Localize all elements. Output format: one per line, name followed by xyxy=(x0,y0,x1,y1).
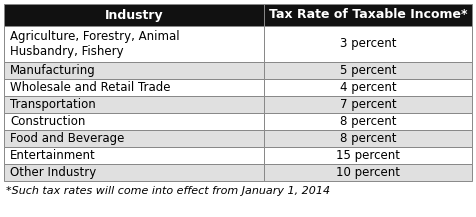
Text: 7 percent: 7 percent xyxy=(339,98,396,111)
Bar xyxy=(264,130,472,147)
Bar xyxy=(4,4,264,26)
Text: Construction: Construction xyxy=(10,115,85,128)
Bar xyxy=(4,164,264,181)
Text: 10 percent: 10 percent xyxy=(336,166,400,179)
Text: Wholesale and Retail Trade: Wholesale and Retail Trade xyxy=(10,81,170,94)
Bar xyxy=(4,130,264,147)
Text: Food and Beverage: Food and Beverage xyxy=(10,132,124,145)
Bar xyxy=(264,4,472,26)
Text: 15 percent: 15 percent xyxy=(336,149,400,162)
Bar xyxy=(4,96,264,113)
Bar xyxy=(264,26,472,62)
Text: Industry: Industry xyxy=(105,8,163,21)
Text: Transportation: Transportation xyxy=(10,98,96,111)
Bar xyxy=(264,147,472,164)
Text: 5 percent: 5 percent xyxy=(339,64,396,77)
Bar xyxy=(4,62,264,79)
Text: Tax Rate of Taxable Income*: Tax Rate of Taxable Income* xyxy=(268,8,467,21)
Text: Agriculture, Forestry, Animal
Husbandry, Fishery: Agriculture, Forestry, Animal Husbandry,… xyxy=(10,30,179,58)
Text: 4 percent: 4 percent xyxy=(339,81,396,94)
Bar xyxy=(264,96,472,113)
Text: 8 percent: 8 percent xyxy=(339,132,396,145)
Bar xyxy=(4,26,264,62)
Bar xyxy=(264,62,472,79)
Bar xyxy=(4,113,264,130)
Bar xyxy=(264,113,472,130)
Text: Entertainment: Entertainment xyxy=(10,149,96,162)
Text: *Such tax rates will come into effect from January 1, 2014: *Such tax rates will come into effect fr… xyxy=(6,186,330,196)
Bar xyxy=(4,147,264,164)
Text: Manufacturing: Manufacturing xyxy=(10,64,96,77)
Text: 3 percent: 3 percent xyxy=(339,38,396,51)
Text: 8 percent: 8 percent xyxy=(339,115,396,128)
Text: Other Industry: Other Industry xyxy=(10,166,96,179)
Bar xyxy=(4,79,264,96)
Bar xyxy=(264,164,472,181)
Bar xyxy=(264,79,472,96)
